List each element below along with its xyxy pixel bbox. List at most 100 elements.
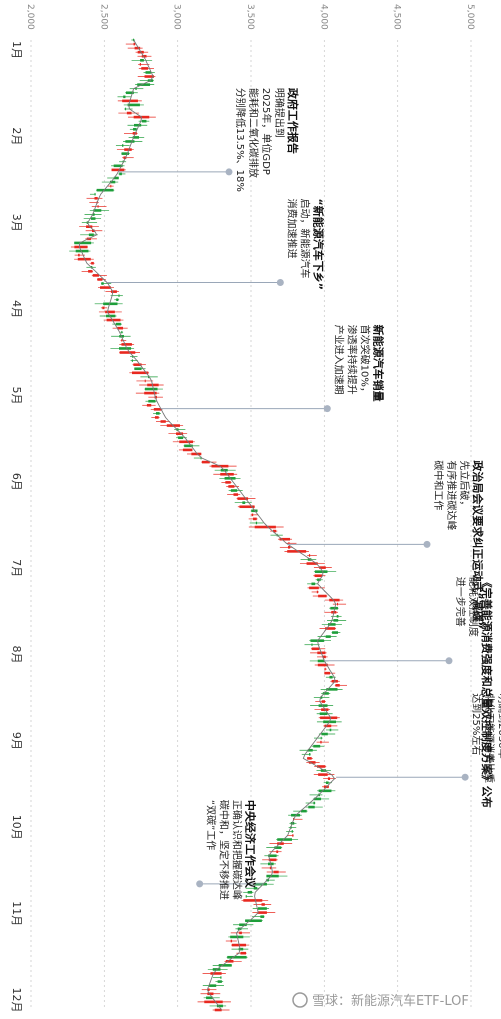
candle-body — [230, 939, 233, 943]
y-tick-label: 4,500 — [392, 4, 402, 30]
grid — [30, 40, 472, 1010]
candle-body — [268, 858, 277, 862]
candle-body — [119, 172, 122, 176]
x-month-label: 1月 — [10, 41, 23, 59]
candle-body — [144, 387, 158, 391]
candle-body — [204, 1000, 223, 1004]
annotation-body-line: 产业进入加速期 — [332, 325, 345, 395]
candle-body — [326, 688, 338, 691]
candle-body — [121, 343, 132, 346]
candle-body — [75, 249, 89, 253]
candle-body — [276, 850, 279, 854]
candle-body — [273, 870, 279, 874]
candle-body — [126, 111, 132, 115]
x-month-label: 4月 — [10, 300, 23, 318]
candle-body — [257, 911, 267, 914]
candle-body — [255, 521, 258, 525]
candle-body — [313, 797, 322, 801]
candle-body — [228, 485, 235, 488]
candle-body — [92, 274, 99, 277]
watermark: 雪球：新能源汽车ETF-LOF — [292, 992, 469, 1009]
candle-body — [88, 270, 93, 273]
y-tick-label: 5,000 — [465, 4, 475, 30]
watermark-text: 雪球：新能源汽车ETF-LOF — [312, 993, 469, 1009]
candle-body — [314, 570, 328, 573]
candle-body — [329, 598, 340, 602]
candle-body — [131, 359, 133, 362]
candle-body — [247, 891, 253, 894]
candle-body — [225, 481, 231, 484]
candle-body — [307, 558, 312, 561]
annotation-title: 政府工作报告 — [286, 88, 300, 154]
annotation-body-line: 明确提出到 — [273, 88, 286, 138]
x-month-label: 12月 — [10, 988, 23, 1013]
candle-body — [311, 582, 316, 586]
annotation-title: 中央经济工作会议 — [244, 800, 258, 889]
annotation-body-line: 首次突破10%， — [358, 325, 371, 397]
candle-body — [253, 886, 258, 890]
annotation-title: 《完善能源消费强度和总量双控制度方案》公布 — [480, 577, 494, 808]
annotation-body-line: 能耗和二氧化碳排放 — [247, 88, 260, 178]
candle-body — [119, 347, 132, 350]
annotation-body-line: 碳中和工作 — [432, 460, 445, 510]
candle-body — [191, 452, 202, 456]
candle-body — [125, 107, 127, 111]
candle-body — [317, 663, 328, 667]
candle-body — [337, 602, 339, 606]
candle-body — [325, 781, 329, 785]
annotation-body-line: 明确到2030年 — [496, 693, 501, 758]
candle-body — [201, 460, 210, 464]
annotation-body-line: “双碳”工作 — [205, 800, 218, 850]
candle-body — [155, 412, 160, 415]
annotation-body-line: 消费加速推进 — [285, 199, 298, 259]
candle-body — [77, 257, 91, 261]
candle-body — [100, 286, 111, 289]
candle-body — [324, 667, 326, 671]
candle-body — [308, 805, 315, 809]
x-month-label: 5月 — [10, 386, 23, 404]
candle-body — [268, 854, 277, 858]
candle-body — [330, 606, 338, 610]
candle-body — [94, 192, 96, 196]
candle-body — [88, 233, 94, 237]
candle-body — [243, 899, 263, 902]
candle-body — [101, 282, 104, 285]
annotation-body-line: 达到25%左右 — [470, 693, 483, 755]
annotation: 政府工作报告明确提出到2025年，单位GDP能耗和二氧化碳排放分别降低13.5%… — [118, 88, 300, 192]
candle-body — [240, 951, 247, 955]
candle-body — [327, 777, 331, 780]
candle-body — [146, 403, 152, 407]
candle-body — [320, 769, 327, 772]
annotation-dot — [225, 168, 233, 176]
candle-body — [309, 753, 311, 756]
candle-body — [325, 635, 331, 638]
annotation-body-line: 渗透率持续提升 — [345, 325, 358, 395]
candle-body — [119, 351, 136, 354]
weibo-icon — [292, 992, 308, 1008]
candle-body — [153, 408, 162, 411]
candle-body — [111, 168, 125, 172]
candle-body — [144, 379, 146, 383]
candle-body — [318, 594, 327, 598]
candle-body — [230, 489, 238, 492]
candle-body — [141, 67, 149, 70]
candle-body — [90, 217, 96, 220]
candle-body — [287, 546, 291, 549]
annotation-dot — [423, 540, 431, 548]
candle-body — [230, 935, 244, 939]
candles — [69, 38, 348, 1012]
candle-body — [321, 700, 326, 703]
candle-body — [321, 732, 328, 736]
candle-body — [97, 278, 103, 281]
candle-body — [336, 615, 339, 618]
y-axis: 2,000 2,500 3,000 3,500 4,000 4,500 5,000 — [25, 4, 475, 30]
candle-body — [148, 399, 156, 403]
candle-body — [239, 505, 255, 509]
ma-line — [78, 39, 337, 1011]
